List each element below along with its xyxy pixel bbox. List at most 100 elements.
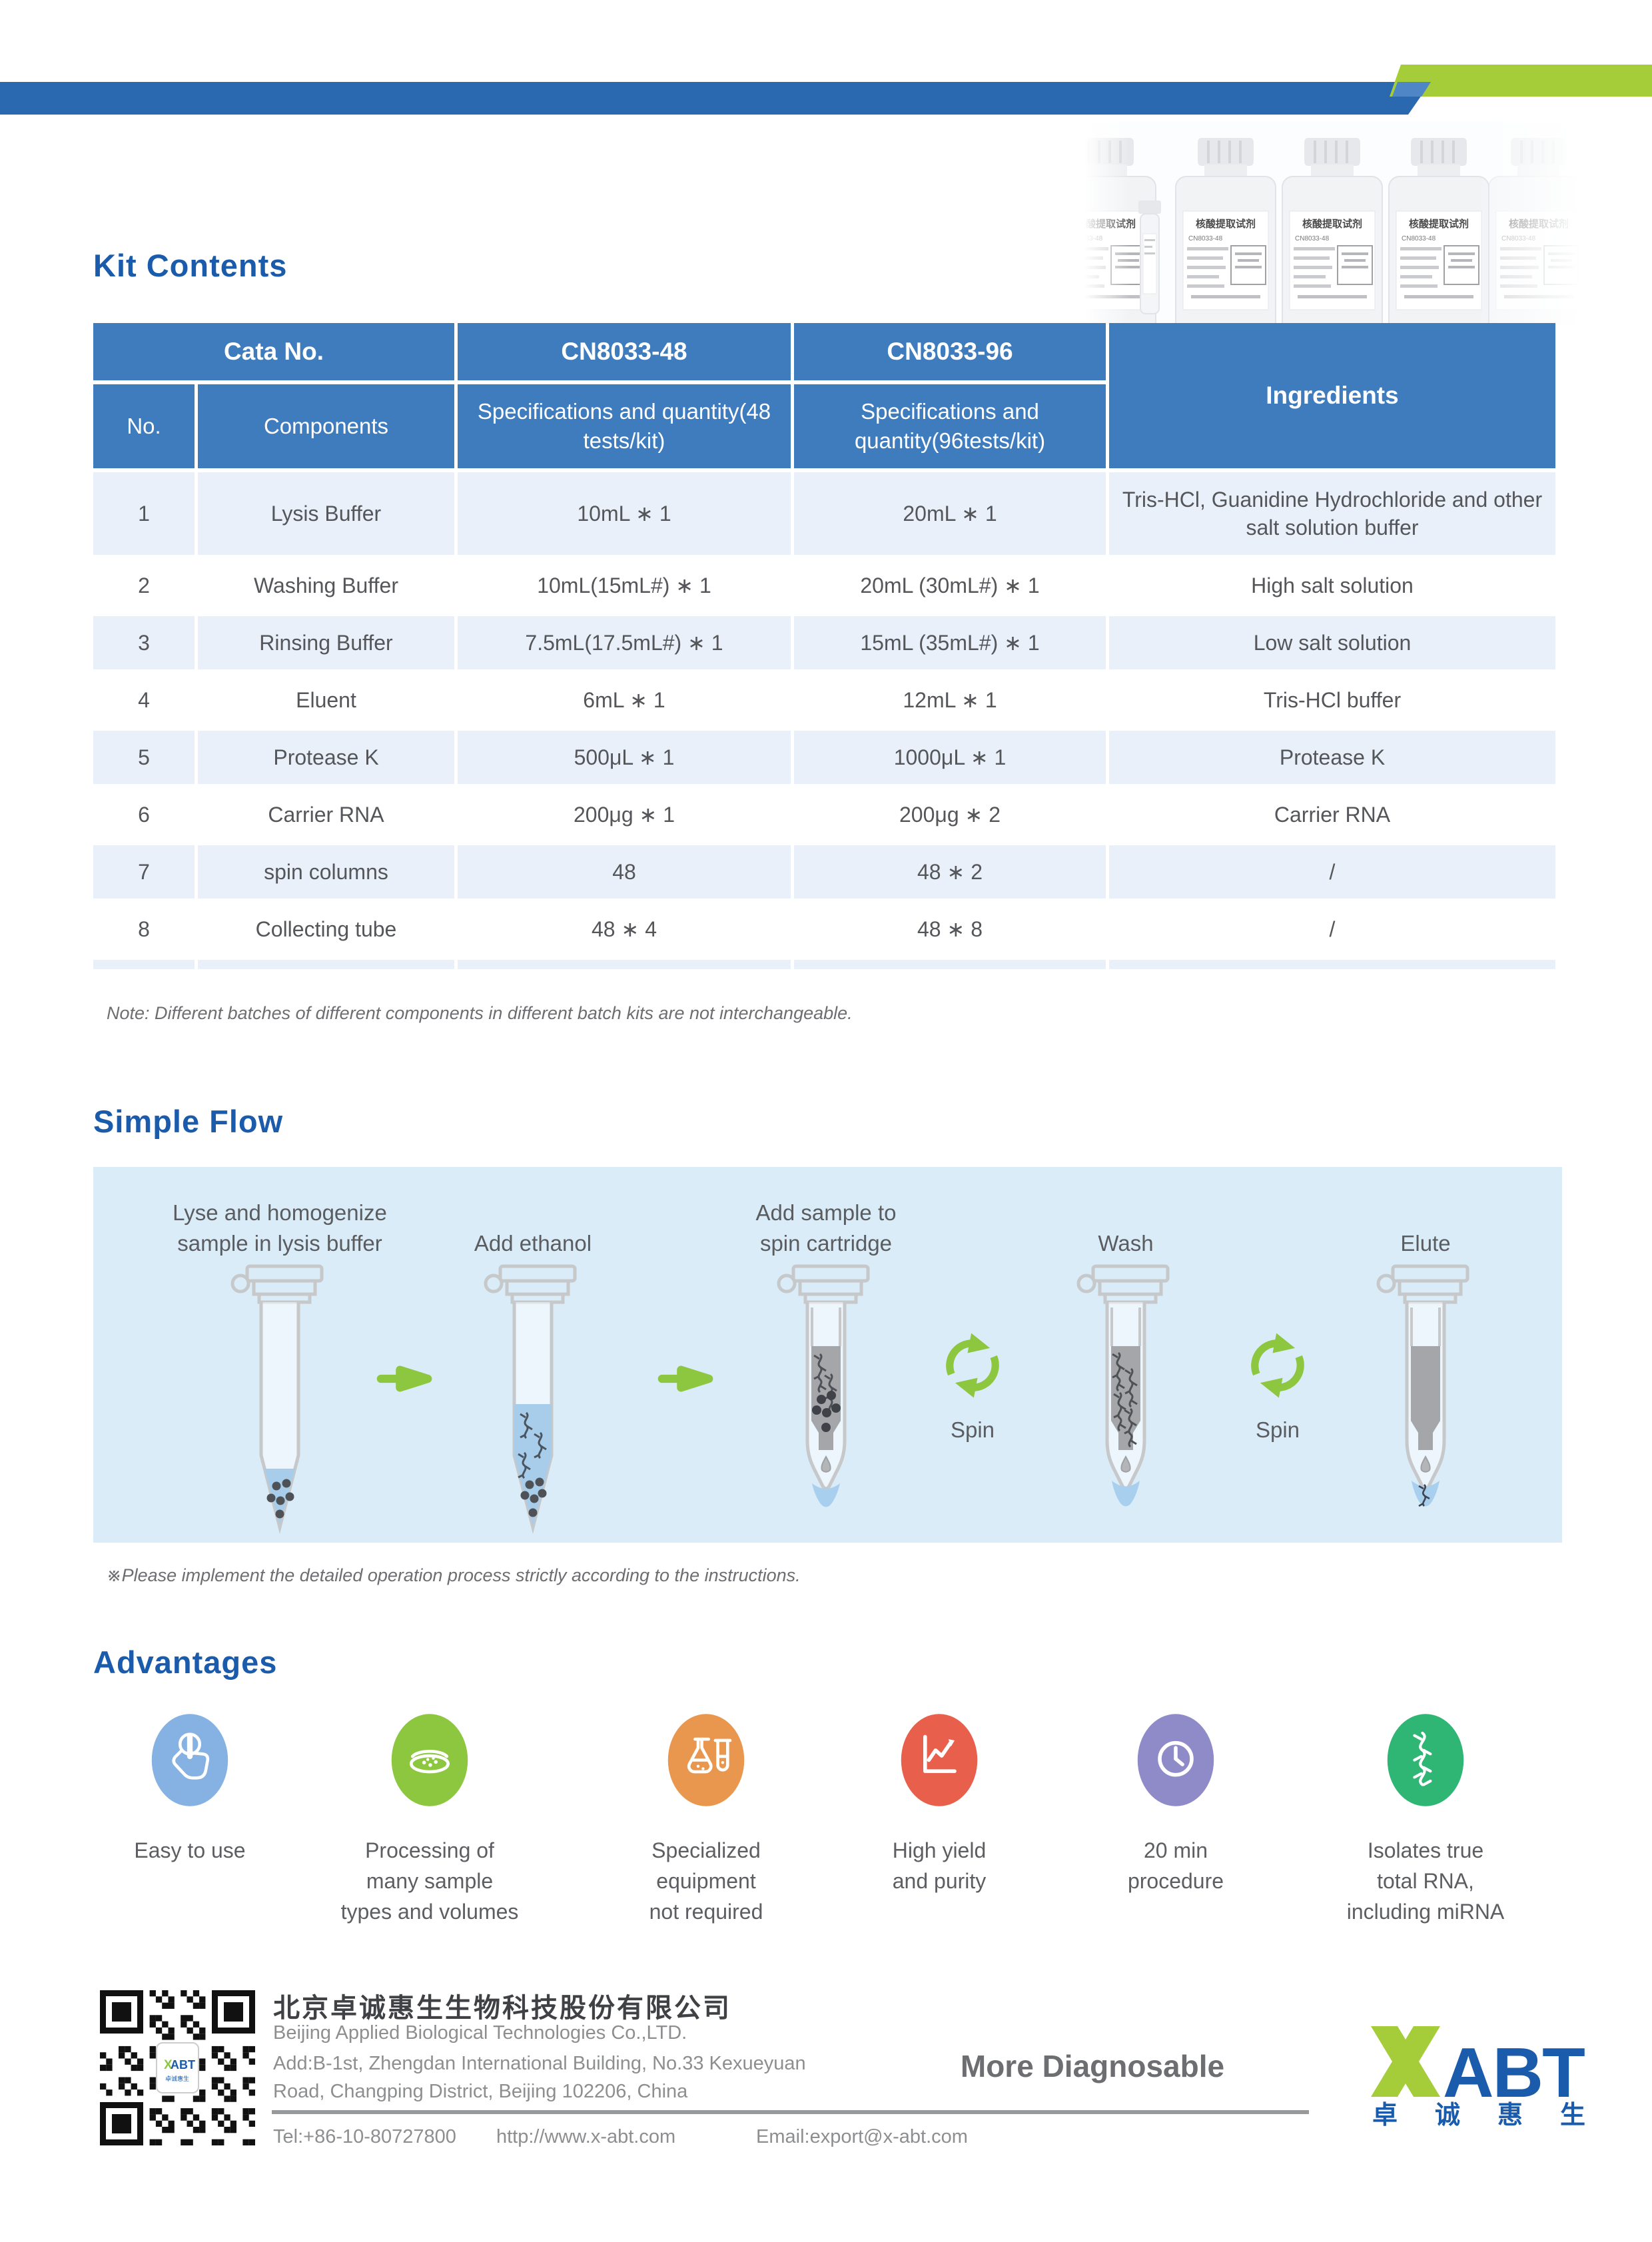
table-row: 6 Carrier RNA 200μg ∗ 1 200μg ∗ 2 Carrie… — [93, 788, 1555, 841]
simple-flow-title: Simple Flow — [93, 1104, 284, 1139]
cell-ingredients: Low salt solution — [1109, 616, 1555, 669]
reagent-vial — [1138, 200, 1161, 314]
cell-no: 5 — [93, 731, 195, 784]
advantages-title: Advantages — [93, 1645, 278, 1680]
svg-text:X: X — [164, 2058, 173, 2072]
table-note: Note: Different batches of different com… — [107, 1003, 853, 1023]
cell-spec96: 20mL ∗ 1 — [794, 472, 1106, 555]
cell-spec48: 10mL ∗ 1 — [458, 472, 791, 555]
cell-spec48: 48 — [458, 845, 791, 899]
advantage-item: High yield and purity — [813, 1712, 1066, 1896]
flow-arrow-icon — [657, 1365, 713, 1392]
header-ingredients: Ingredients — [1109, 323, 1555, 468]
flow-step-label-wash: Wash — [1098, 1231, 1154, 1256]
contact-website: http://www.x-abt.com — [496, 2126, 676, 2147]
spin-icon — [946, 1333, 999, 1398]
cell-no: 8 — [93, 903, 195, 956]
cell-no: 1 — [93, 472, 195, 555]
contact-email: Email:export@x-abt.com — [756, 2126, 968, 2147]
top-blue-bar — [0, 82, 1431, 115]
rna-icon — [1387, 1714, 1464, 1806]
advantage-item: Specialized equipment not required — [580, 1712, 833, 1927]
spin-label: Spin — [1255, 1417, 1300, 1442]
slogan: More Diagnosable — [960, 2049, 1225, 2083]
kit-contents-title: Kit Contents — [93, 248, 288, 283]
cell-no: 2 — [93, 559, 195, 612]
cell-no: 3 — [93, 616, 195, 669]
cell-component: Lysis Buffer — [198, 472, 454, 555]
table-row: 4 Eluent 6mL ∗ 1 12mL ∗ 1 Tris-HCl buffe… — [93, 673, 1555, 727]
svg-text:ABT: ABT — [171, 2058, 195, 2071]
spin-icon — [1251, 1333, 1304, 1398]
advantage-label: Easy to use — [134, 1838, 246, 1862]
advantage-label: Specialized equipment not required — [649, 1838, 763, 1924]
spin-label: Spin — [950, 1417, 995, 1442]
table-footer-strip — [93, 960, 1555, 969]
flow-arrow-icon — [376, 1365, 432, 1392]
cell-spec48: 7.5mL(17.5mL#) ∗ 1 — [458, 616, 791, 669]
cell-ingredients: High salt solution — [1109, 559, 1555, 612]
yield-chart-icon — [901, 1714, 978, 1806]
header-no: No. — [93, 384, 195, 468]
cell-ingredients: Carrier RNA — [1109, 788, 1555, 841]
cell-ingredients: Tris-HCl buffer — [1109, 673, 1555, 727]
header-cata-no: Cata No. — [93, 323, 454, 380]
flow-step-label-spin-cartridge: Add sample to spin cartridge — [755, 1200, 897, 1256]
cell-component: spin columns — [198, 845, 454, 899]
cell-component: Protease K — [198, 731, 454, 784]
qr-finder-top-left — [100, 1990, 143, 2034]
cell-ingredients: Protease K — [1109, 731, 1555, 784]
svg-text:卓诚惠生: 卓诚惠生 — [165, 2075, 189, 2082]
lab-equipment-icon — [667, 1714, 745, 1806]
flow-step-label-lyse: Lyse and homogenize sample in lysis buff… — [173, 1200, 387, 1256]
top-bars-overlap — [1392, 82, 1431, 97]
cell-spec96: 1000μL ∗ 1 — [794, 731, 1106, 784]
cell-no: 7 — [93, 845, 195, 899]
cell-component: Collecting tube — [198, 903, 454, 956]
advantage-item: Processing of many sample types and volu… — [303, 1712, 556, 1927]
table-row: 5 Protease K 500μL ∗ 1 1000μL ∗ 1 Protea… — [93, 731, 1555, 784]
header-spec-48: Specifications and quantity(48 tests/kit… — [458, 384, 791, 468]
advantage-label: Processing of many sample types and volu… — [340, 1838, 519, 1924]
petri-dish-icon — [391, 1714, 468, 1806]
table-row: 8 Collecting tube 48 ∗ 4 48 ∗ 8 / — [93, 903, 1555, 956]
cell-ingredients: / — [1109, 903, 1555, 956]
tube-ethanol-illustration — [484, 1264, 577, 1534]
flow-note: ※Please implement the detailed operation… — [107, 1565, 801, 1585]
product-bottles-photo: 核酸提取试剂 CN8033-48 — [1084, 122, 1581, 325]
advantage-label: High yield and purity — [892, 1838, 987, 1893]
qr-code: X ABT 卓诚惠生 — [100, 1990, 255, 2145]
qr-finder-top-right — [212, 1990, 255, 2034]
tube-wash-illustration — [1076, 1264, 1170, 1507]
address-line-2: Road, Changping District, Beijing 102206… — [273, 2081, 688, 2102]
table-row: 1 Lysis Buffer 10mL ∗ 1 20mL ∗ 1 Tris-HC… — [93, 472, 1555, 555]
footer-divider — [272, 2110, 1309, 2114]
top-green-accent-bar — [1390, 65, 1652, 97]
clock-icon — [1137, 1714, 1214, 1806]
kit-contents-table: Cata No. CN8033-48 CN8033-96 Ingredients… — [90, 319, 1559, 973]
advantage-label: Isolates true total RNA, including miRNA — [1346, 1838, 1505, 1924]
header-cn8033-96: CN8033-96 — [794, 323, 1106, 380]
tube-lysis-illustration — [230, 1264, 324, 1534]
cell-ingredients: / — [1109, 845, 1555, 899]
header-spec-96: Specifications and quantity(96tests/kit) — [794, 384, 1106, 468]
company-name-cn: 北京卓诚惠生生物科技股份有限公司 — [273, 1994, 731, 2023]
cell-spec48: 10mL(15mL#) ∗ 1 — [458, 559, 791, 612]
cell-no: 4 — [93, 673, 195, 727]
cell-spec96: 15mL (35mL#) ∗ 1 — [794, 616, 1106, 669]
header-cn8033-48: CN8033-48 — [458, 323, 791, 380]
cell-component: Rinsing Buffer — [198, 616, 454, 669]
advantage-item: Easy to use — [63, 1712, 316, 1866]
cell-spec96: 200μg ∗ 2 — [794, 788, 1106, 841]
advantage-label: 20 min procedure — [1127, 1838, 1224, 1893]
qr-finder-bottom-left — [100, 2102, 143, 2145]
table-row: 3 Rinsing Buffer 7.5mL(17.5mL#) ∗ 1 15mL… — [93, 616, 1555, 669]
cell-spec96: 48 ∗ 2 — [794, 845, 1106, 899]
cell-component: Carrier RNA — [198, 788, 454, 841]
table-row: 7 spin columns 48 48 ∗ 2 / — [93, 845, 1555, 899]
cell-spec48: 6mL ∗ 1 — [458, 673, 791, 727]
company-name-en: Beijing Applied Biological Technologies … — [273, 2022, 687, 2044]
cell-ingredients: Tris-HCl, Guanidine Hydrochloride and ot… — [1109, 472, 1555, 555]
contact-tel: Tel:+86-10-80727800 — [273, 2126, 456, 2147]
